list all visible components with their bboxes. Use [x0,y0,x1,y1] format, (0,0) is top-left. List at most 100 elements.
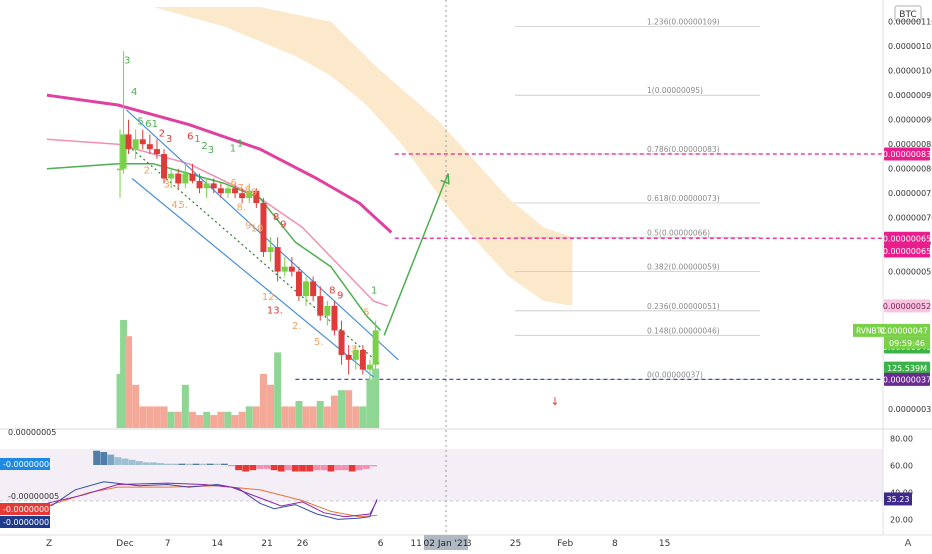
volume-bar [217,411,225,428]
volume-bar [295,401,303,428]
sequence-count-label: 6 [230,178,236,189]
sequence-count-label: 9. [245,220,255,231]
candle-body [288,266,295,272]
sequence-count-label: 3 [208,145,214,156]
crosshair-date-label: 02 Jan '21 [424,539,469,549]
histogram-bar [363,465,370,469]
moving-average-line [46,93,393,234]
candle-body [359,350,366,370]
candle-body [274,247,281,272]
countdown-badge [884,336,930,349]
indicator-value-label: -0.00000007 [3,518,54,527]
indicator-value-label: -0.00000005 [8,492,59,501]
sequence-count-label: 12. [262,292,278,303]
price-axis-label: 0.00000110 [888,18,932,27]
current-price-label: 0.00000047 [880,326,928,335]
indicator-axis-label: 60.00 [890,462,913,471]
histogram-bar [100,452,108,465]
sequence-count-label: 3 [350,344,356,355]
histogram-bar [228,465,235,467]
time-axis-label: 6 [378,539,384,549]
histogram-bar [270,465,278,471]
volume-bar [352,406,360,428]
currency-badge[interactable] [894,5,922,22]
indicator-axis-label: 80.00 [890,435,913,444]
histogram-bar [142,462,150,465]
histogram-bar [199,463,207,465]
volume-bar [316,401,324,428]
volume-bar [366,379,374,428]
volume-bars [116,320,380,428]
candle-body [120,134,127,169]
candle-body [338,330,345,355]
currency-label: BTC [899,10,916,20]
price-axis-label: 0.00000085 [888,140,932,149]
price-badge-label: 0.00000065 [883,247,931,256]
histogram-bar [185,463,193,465]
oscillator-line [46,482,378,518]
price-axis-label: 0.00000031 [888,405,932,414]
sequence-count-label: 4. [171,200,181,211]
candle-body [310,281,317,297]
histogram-bar [164,463,171,465]
price-axis-label: 0.00000105 [888,42,932,51]
candle-body [372,330,379,365]
volume-bar [288,406,296,428]
histogram-bar [150,462,157,465]
histogram-bar [157,463,164,465]
sequence-count-label: 8. [237,202,247,213]
indicator-value-badge [0,458,50,470]
sequence-count-label: 8 [329,286,335,297]
sequence-count-label: 9 [280,220,286,231]
candle-body [345,354,352,360]
histogram-bar [107,454,115,465]
channel-line [131,178,374,378]
candle-body [189,173,196,181]
time-axis-label: 15 [659,539,670,549]
histogram-bar [178,463,186,465]
volume-bar [302,406,310,428]
indicator-band [0,449,883,501]
candlesticks [117,51,379,380]
candle-body [175,173,182,184]
histogram-bar [313,465,321,471]
volume-bar [281,406,289,428]
candle-body [317,296,324,316]
volume-bar [203,411,211,428]
sequence-count-label: 4 [131,87,137,98]
candle-body [125,134,132,150]
price-axis-label: 0.00000059 [888,268,932,277]
candle-body [182,173,189,184]
cloud-area [46,7,573,306]
price-badge [884,147,930,161]
indicator-value-label: -0.00000000 [3,460,54,469]
histogram-bar [93,450,100,465]
sequence-count-label: 2 [201,141,207,152]
price-badge-label: 0.00000065 [883,234,931,243]
histogram-bar [128,459,136,465]
volume-bar [231,415,239,428]
fib-label: 0.236(0.00000051) [647,302,720,311]
oscillator-line [46,481,378,520]
fib-label: 1.236(0.00000109) [647,18,720,27]
price-badge [884,361,930,375]
volume-bar [372,368,380,428]
fib-label: 0.786(0.00000083) [647,145,720,154]
axis-settings-button[interactable]: A [905,538,912,549]
histogram-bar [171,463,179,465]
price-axis-label: 0.00000080 [888,165,932,174]
histogram-bar [348,465,356,472]
volume-bar [188,411,196,428]
sequence-count-label: 7 [238,183,244,194]
histogram-bar [192,463,200,465]
indicator-value-badge [0,503,50,515]
time-axis-label: Feb [557,539,573,549]
candle-body [352,350,359,360]
price-badge-label: 0.00000052 [883,302,931,311]
candle-body [203,183,210,189]
candle-body [117,168,124,171]
candle-body [260,203,267,252]
indicator-pane [0,449,883,520]
histogram-bar [121,458,129,465]
